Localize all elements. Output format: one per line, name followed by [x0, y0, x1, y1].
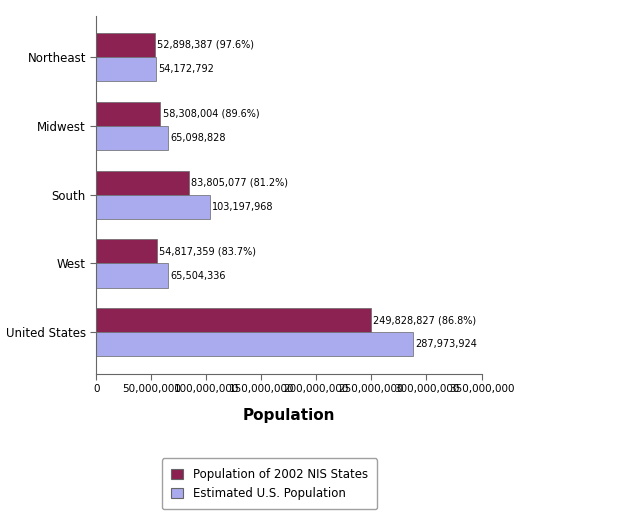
Text: 65,098,828: 65,098,828	[170, 133, 225, 143]
Bar	[96, 33, 155, 57]
Bar	[96, 102, 160, 126]
Bar	[96, 264, 168, 288]
Bar	[96, 308, 371, 332]
Text: 103,197,968: 103,197,968	[212, 202, 273, 212]
Bar	[96, 195, 210, 218]
X-axis label: Population: Population	[243, 408, 335, 423]
Text: 83,805,077 (81.2%): 83,805,077 (81.2%)	[191, 177, 288, 187]
Text: 58,308,004 (89.6%): 58,308,004 (89.6%)	[162, 108, 259, 119]
Bar	[96, 332, 413, 357]
Bar	[96, 126, 168, 150]
Text: 65,504,336: 65,504,336	[171, 270, 226, 281]
Text: 54,817,359 (83.7%): 54,817,359 (83.7%)	[159, 247, 256, 256]
Text: 54,172,792: 54,172,792	[158, 64, 214, 74]
Bar	[96, 239, 157, 264]
Text: 52,898,387 (97.6%): 52,898,387 (97.6%)	[157, 40, 254, 50]
Bar	[96, 57, 156, 81]
Legend: Population of 2002 NIS States, Estimated U.S. Population: Population of 2002 NIS States, Estimated…	[162, 458, 377, 509]
Text: 249,828,827 (86.8%): 249,828,827 (86.8%)	[374, 316, 476, 325]
Bar	[96, 171, 189, 195]
Text: 287,973,924: 287,973,924	[415, 339, 477, 349]
